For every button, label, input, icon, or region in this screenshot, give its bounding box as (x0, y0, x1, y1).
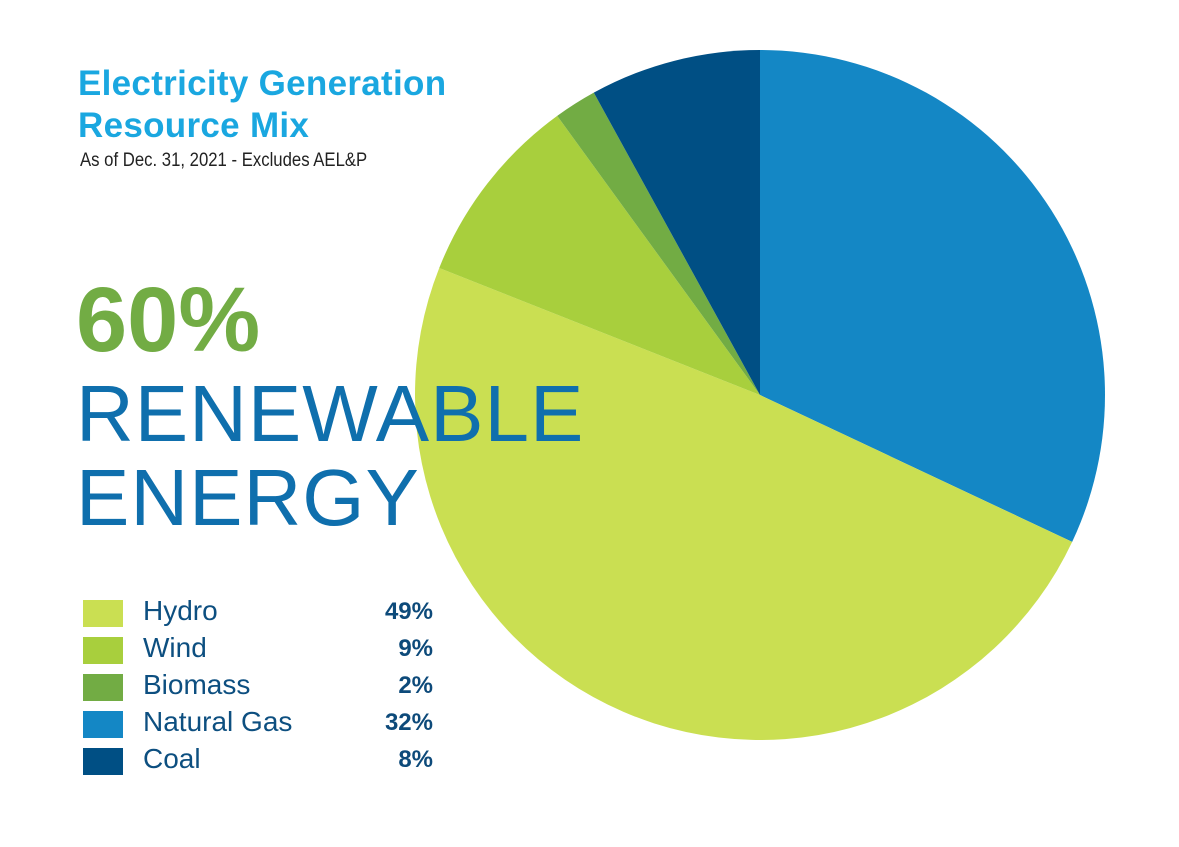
headline-line1: RENEWABLE (76, 369, 585, 458)
legend-value: 8% (398, 746, 433, 773)
legend-item-wind: Wind 9% (83, 632, 433, 667)
chart-title-line1: Electricity Generation (78, 64, 447, 103)
legend-swatch (83, 711, 123, 738)
legend-value: 2% (398, 672, 433, 699)
headline-line2: ENERGY (76, 453, 420, 542)
legend-item-biomass: Biomass 2% (83, 669, 433, 704)
legend-label: Wind (143, 632, 207, 663)
legend-swatch (83, 748, 123, 775)
headline-percent: 60% (76, 269, 261, 371)
legend-label: Hydro (143, 595, 218, 626)
pie-slice-coal (593, 49, 760, 395)
legend-swatch (83, 674, 123, 701)
legend-label: Biomass (143, 669, 251, 700)
chart-title-line2: Resource Mix (78, 106, 310, 145)
legend-swatch (83, 600, 123, 627)
legend-value: 49% (384, 598, 433, 625)
legend-item-natural-gas: Natural Gas 32% (83, 706, 433, 741)
pie-slice-biomass (557, 92, 760, 395)
legend-item-coal: Coal 8% (83, 743, 433, 778)
pie-slice-hydro (415, 267, 1073, 740)
legend-value: 32% (384, 709, 433, 736)
legend-value: 9% (398, 635, 433, 662)
legend-label: Natural Gas (143, 706, 293, 737)
pie-slice-wind (439, 115, 760, 396)
chart-subtitle: As of Dec. 31, 2021 - Excludes AEL&P (80, 150, 368, 171)
legend-item-hydro: Hydro 49% (83, 595, 433, 630)
pie-slice-natural-gas (760, 50, 1105, 542)
legend-label: Coal (143, 743, 201, 774)
legend-swatch (83, 637, 123, 664)
